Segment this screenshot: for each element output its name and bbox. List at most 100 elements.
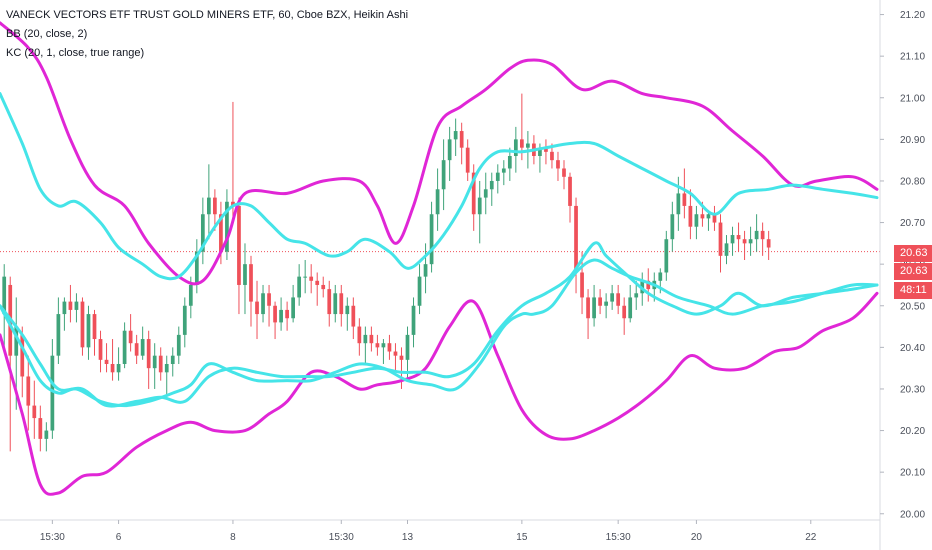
candle-down xyxy=(465,139,470,181)
candle-up xyxy=(170,347,175,377)
candle-up xyxy=(604,293,608,319)
candle-down xyxy=(622,297,627,335)
candle-up xyxy=(730,226,735,256)
candle-body xyxy=(622,305,627,319)
candle-up xyxy=(453,118,458,156)
candle-body xyxy=(766,239,771,248)
candle-up xyxy=(74,293,79,323)
candle-body xyxy=(507,156,512,169)
candle-body xyxy=(556,160,560,169)
candle-up xyxy=(489,172,494,206)
candle-body xyxy=(471,172,476,215)
candle-body xyxy=(538,147,542,156)
candle-up xyxy=(116,347,121,381)
candle-body xyxy=(92,314,97,340)
candle-down xyxy=(562,160,566,190)
symbol-title: VANECK VECTORS ETF TRUST GOLD MINERS ETF… xyxy=(6,9,409,21)
candle-body xyxy=(483,189,488,198)
candle-up xyxy=(423,243,428,294)
candle-body xyxy=(568,176,572,206)
candle-body xyxy=(56,314,61,356)
candle-body xyxy=(748,239,753,244)
candle-body xyxy=(550,151,554,161)
candle-body xyxy=(261,293,265,315)
time-tick-label: 15 xyxy=(516,532,528,543)
candle-body xyxy=(375,343,380,348)
time-tick-label: 8 xyxy=(230,532,236,543)
candle-body xyxy=(237,205,241,285)
kc-upper-line xyxy=(0,92,879,281)
candle-body xyxy=(357,326,362,344)
candle-up xyxy=(50,339,55,439)
candle-body xyxy=(393,351,398,356)
candle-up xyxy=(429,201,434,273)
candle-body xyxy=(574,205,578,273)
candle-down xyxy=(134,334,139,364)
candle-down xyxy=(80,297,85,356)
candle-body xyxy=(243,264,247,285)
candle-down xyxy=(742,230,747,260)
candle-down xyxy=(544,139,548,165)
candle-up xyxy=(363,326,368,364)
candle-down xyxy=(357,318,362,356)
candle-body xyxy=(267,293,271,306)
candle-body xyxy=(658,272,663,281)
candle-down xyxy=(351,297,356,340)
candle-body xyxy=(616,293,621,306)
candle-body xyxy=(351,305,356,327)
candle-body xyxy=(411,305,416,335)
candle-body xyxy=(628,297,633,319)
candle-up xyxy=(333,284,338,323)
candle-body xyxy=(122,330,127,364)
kc-legend-label[interactable]: KC (20, 1, close, true range) xyxy=(6,47,145,59)
candle-down xyxy=(574,197,578,294)
candle-down xyxy=(110,339,115,381)
candle-up xyxy=(483,172,488,215)
time-tick-label: 22 xyxy=(805,532,817,543)
candle-up xyxy=(634,280,639,310)
candle-down xyxy=(273,301,277,340)
price-tick-label: 20.80 xyxy=(900,176,925,187)
candle-body xyxy=(700,214,705,219)
candle-body xyxy=(513,139,518,156)
candle-body xyxy=(86,314,91,348)
candle-up xyxy=(477,180,482,244)
candle-body xyxy=(249,264,253,302)
candle-up xyxy=(122,322,127,369)
candle-up xyxy=(507,147,512,181)
candle-body xyxy=(664,239,669,273)
candle-down xyxy=(20,326,25,398)
candle-down xyxy=(26,355,31,431)
price-tick-label: 20.70 xyxy=(900,218,925,229)
candle-up xyxy=(243,243,247,315)
candle-body xyxy=(465,147,470,173)
candle-up xyxy=(670,201,675,252)
chart-legend: VANECK VECTORS ETF TRUST GOLD MINERS ETF… xyxy=(6,6,408,63)
candle-body xyxy=(712,214,717,223)
candle-body xyxy=(188,284,193,306)
candle-up xyxy=(748,226,753,256)
candle-up xyxy=(2,264,7,348)
last-price-tag: 20.63 xyxy=(894,245,932,262)
bb-legend-label[interactable]: BB (20, close, 2) xyxy=(6,28,88,40)
candle-down xyxy=(519,93,524,161)
candle-body xyxy=(345,305,350,315)
price-tick-label: 20.50 xyxy=(900,301,925,312)
candle-up xyxy=(754,214,759,252)
bar-countdown-tag: 48:11 xyxy=(894,282,932,299)
candle-up xyxy=(694,205,699,240)
candle-body xyxy=(32,405,37,419)
candle-down xyxy=(718,214,723,273)
candle-up xyxy=(303,260,308,294)
candle-body xyxy=(489,180,494,190)
price-tick-label: 20.00 xyxy=(900,509,925,520)
candle-body xyxy=(610,293,615,302)
candle-body xyxy=(309,276,314,281)
time-axis[interactable]: 15:30 6 8 15:30 13 15 15:30 20 22 xyxy=(0,519,880,543)
candle-body xyxy=(586,297,590,319)
candle-body xyxy=(219,214,223,252)
candle-down xyxy=(321,276,326,298)
candle-body xyxy=(736,235,741,240)
price-tick-label: 20.40 xyxy=(900,343,925,354)
